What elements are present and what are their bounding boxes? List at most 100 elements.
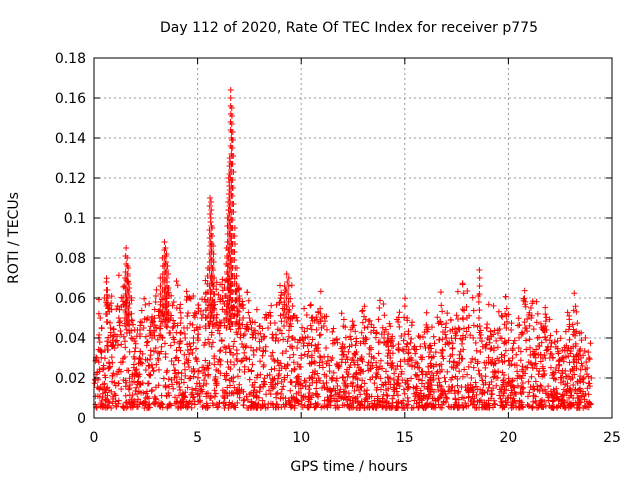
data-point (383, 387, 390, 394)
data-point (571, 329, 578, 335)
data-point (268, 353, 275, 359)
data-point (308, 361, 315, 368)
data-point (527, 304, 534, 311)
data-point (469, 393, 476, 400)
data-point (503, 339, 510, 346)
data-point (203, 393, 210, 400)
data-point (305, 340, 312, 347)
data-point (183, 356, 190, 363)
data-point (125, 289, 132, 295)
data-point (312, 390, 319, 397)
data-point (294, 339, 301, 346)
data-point (97, 315, 104, 321)
data-point (405, 383, 412, 390)
data-point (291, 366, 298, 373)
data-point (341, 402, 348, 409)
data-point (130, 401, 137, 408)
data-point (184, 384, 191, 391)
data-point (211, 291, 218, 297)
data-point (401, 314, 408, 321)
data-point (113, 305, 120, 312)
data-point (472, 339, 479, 346)
data-point (419, 368, 426, 375)
data-point (183, 288, 190, 295)
data-point (292, 383, 299, 390)
data-point (454, 382, 461, 389)
data-point (222, 376, 229, 383)
data-point (147, 347, 154, 354)
data-point (166, 401, 173, 408)
data-point (506, 362, 513, 369)
data-point (95, 310, 102, 317)
data-point (151, 315, 158, 322)
data-point (542, 304, 549, 311)
data-point (564, 399, 571, 406)
data-point (233, 305, 240, 311)
data-point (324, 353, 331, 360)
data-point (472, 379, 479, 386)
data-point (519, 363, 526, 370)
data-point (162, 384, 169, 391)
data-point (367, 376, 374, 383)
data-point (382, 326, 389, 333)
data-point (444, 395, 451, 402)
data-point (231, 257, 238, 263)
data-point (170, 336, 177, 343)
data-point (534, 383, 541, 390)
data-point (323, 379, 330, 386)
data-point (585, 355, 592, 362)
data-point (185, 309, 192, 316)
data-point (551, 375, 558, 382)
data-point (483, 325, 490, 332)
data-point (208, 223, 215, 229)
data-point (547, 332, 554, 339)
data-point (150, 318, 157, 325)
data-point (228, 390, 235, 397)
data-point (210, 283, 217, 289)
data-point (152, 292, 159, 299)
data-point (217, 347, 224, 354)
data-point (293, 396, 300, 403)
data-point (152, 344, 159, 351)
data-point (395, 398, 402, 405)
data-point (373, 359, 380, 366)
data-point (516, 334, 523, 341)
data-point (228, 129, 235, 135)
data-point (377, 363, 384, 370)
data-point (226, 345, 233, 352)
data-point (364, 398, 371, 405)
data-point (236, 285, 243, 291)
data-point (323, 313, 330, 320)
data-point (295, 379, 302, 386)
data-point (130, 353, 137, 360)
data-point (249, 361, 256, 368)
data-point (305, 386, 312, 393)
data-point (563, 373, 570, 380)
data-point (248, 368, 255, 375)
data-point (276, 327, 283, 334)
data-point (157, 403, 164, 410)
data-point (334, 383, 341, 390)
data-point (113, 337, 120, 344)
data-point (427, 376, 434, 383)
data-point (533, 346, 540, 353)
y-tick-label: 0.14 (55, 131, 86, 147)
data-point (200, 364, 207, 371)
data-point (175, 369, 182, 376)
x-tick-label: 25 (603, 430, 621, 446)
data-point (126, 392, 133, 399)
data-point (245, 326, 252, 333)
data-point (248, 325, 255, 331)
data-point (333, 377, 340, 384)
data-point (374, 395, 381, 402)
data-point (479, 390, 486, 397)
data-point (342, 383, 349, 390)
data-point (211, 307, 218, 313)
data-point (229, 193, 236, 199)
data-point (470, 307, 477, 314)
data-point (342, 359, 349, 366)
data-point (346, 393, 353, 400)
data-point (259, 397, 266, 404)
data-point (373, 373, 380, 380)
data-point (109, 400, 116, 407)
